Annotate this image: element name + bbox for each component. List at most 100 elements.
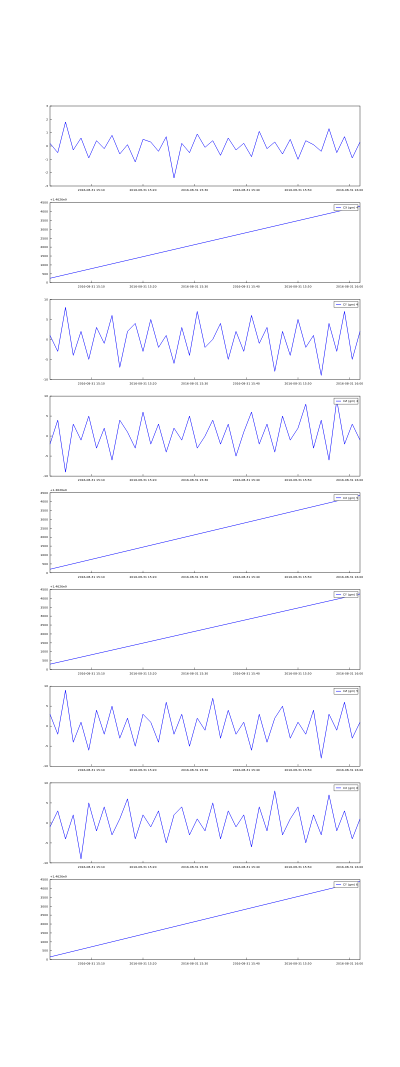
y-tick-label: 1000 xyxy=(40,263,48,267)
x-tick-label: 2016-08-31 15:50 xyxy=(284,672,311,676)
y-tick-label: -10 xyxy=(43,474,48,478)
y-tick-label: 4500 xyxy=(40,878,48,882)
data-line xyxy=(49,307,361,376)
axes-frame xyxy=(49,202,361,283)
x-tick-label: 2016-08-31 15:40 xyxy=(233,865,260,869)
legend-label: CX (gm) 6 xyxy=(343,786,358,790)
x-tick-label: 2016-08-31 15:40 xyxy=(233,285,260,289)
y-tick-label: 0 xyxy=(46,434,48,438)
y-tick-label: -3 xyxy=(45,184,48,188)
y-tick-label: 4500 xyxy=(40,588,48,592)
y-tick-label: 2500 xyxy=(40,623,48,627)
y-tick-label: 0 xyxy=(46,571,48,575)
y-tick-label: 2000 xyxy=(40,922,48,926)
y-tick-label: 0 xyxy=(46,724,48,728)
x-tick-label: 2016-08-31 15:40 xyxy=(233,478,260,482)
x-tick-label: 2016-08-31 16:00 xyxy=(336,285,363,289)
axes-frame xyxy=(49,589,361,670)
y-tick-label: 0 xyxy=(46,144,48,148)
y-tick-label: 500 xyxy=(42,272,48,276)
y-tick-label: 0 xyxy=(46,668,48,672)
axes-frame xyxy=(49,879,361,960)
y-tick-label: 1500 xyxy=(40,641,48,645)
legend-box xyxy=(333,301,359,308)
x-tick-label: 2016-08-31 15:40 xyxy=(233,381,260,385)
y-tick-label: 1000 xyxy=(40,940,48,944)
legend-box xyxy=(333,784,359,792)
y-tick-label: -1 xyxy=(45,157,48,161)
y-tick-label: 10 xyxy=(44,297,48,301)
data-line xyxy=(49,121,361,179)
y-tick-label: 3500 xyxy=(40,218,48,222)
x-tick-label: 2016-08-31 15:30 xyxy=(181,188,208,192)
y-tick-label: 2000 xyxy=(40,535,48,539)
x-tick-label: 2016-08-31 15:40 xyxy=(233,962,260,966)
y-tick-label: 5 xyxy=(46,801,48,805)
y-tick-label: 500 xyxy=(42,659,48,663)
data-line xyxy=(49,593,361,665)
y-tick-label: -2 xyxy=(45,171,48,175)
legend-label: CY (gm) 5 xyxy=(343,593,358,597)
y-tick-label: 2000 xyxy=(40,245,48,249)
y-tick-label: -5 xyxy=(45,357,48,361)
offset-text: +1.4626e9 xyxy=(50,875,67,879)
y-tick-label: 10 xyxy=(44,684,48,688)
x-tick-label: 2016-08-31 15:50 xyxy=(284,768,311,772)
y-tick-label: 4000 xyxy=(40,886,48,890)
y-tick-label: 2 xyxy=(46,117,48,121)
x-tick-label: 2016-08-31 16:00 xyxy=(336,962,363,966)
y-tick-label: 1500 xyxy=(40,254,48,258)
y-tick-label: 0 xyxy=(46,958,48,962)
x-tick-label: 2016-08-31 15:30 xyxy=(181,478,208,482)
x-tick-label: 2016-08-31 15:50 xyxy=(284,285,311,289)
data-line xyxy=(49,690,361,759)
x-tick-label: 2016-08-31 15:30 xyxy=(181,962,208,966)
x-tick-label: 2016-08-31 15:20 xyxy=(129,478,156,482)
x-tick-label: 2016-08-31 15:20 xyxy=(129,962,156,966)
y-tick-label: 0 xyxy=(46,281,48,285)
legend-label: CX (gm) 4 xyxy=(343,206,358,210)
x-tick-label: 2016-08-31 15:20 xyxy=(129,575,156,579)
y-tick-label: -5 xyxy=(45,454,48,458)
legend-box xyxy=(333,591,359,598)
x-tick-label: 2016-08-31 15:40 xyxy=(233,575,260,579)
x-tick-label: 2016-08-31 15:10 xyxy=(78,478,105,482)
x-tick-label: 2016-08-31 15:30 xyxy=(181,865,208,869)
y-tick-label: 5 xyxy=(46,704,48,708)
legend-label: CY (gm) 4 xyxy=(343,302,358,306)
y-tick-label: 10 xyxy=(44,394,48,398)
x-tick-label: 2016-08-31 15:20 xyxy=(129,285,156,289)
data-line xyxy=(49,881,361,958)
data-line xyxy=(49,206,361,279)
y-tick-label: 4000 xyxy=(40,210,48,214)
x-tick-label: 2016-08-31 15:50 xyxy=(284,575,311,579)
y-tick-label: 3500 xyxy=(40,509,48,513)
x-tick-label: 2016-08-31 15:30 xyxy=(181,285,208,289)
y-tick-label: 3000 xyxy=(40,517,48,521)
y-tick-label: -5 xyxy=(45,744,48,748)
x-tick-label: 2016-08-31 15:20 xyxy=(129,865,156,869)
axes-frame xyxy=(49,782,361,864)
y-tick-label: 2000 xyxy=(40,632,48,636)
legend-label: CZ (gm) 4 xyxy=(343,399,358,403)
axes-frame xyxy=(49,492,361,573)
data-line xyxy=(49,400,361,473)
offset-text: +1.4626e9 xyxy=(50,585,67,589)
x-tick-label: 2016-08-31 15:30 xyxy=(181,381,208,385)
y-tick-label: 1500 xyxy=(40,931,48,935)
x-tick-label: 2016-08-31 16:00 xyxy=(336,672,363,676)
x-tick-label: 2016-08-31 15:40 xyxy=(233,768,260,772)
legend-label: CX (gm) 5 xyxy=(343,496,358,500)
axes-frame xyxy=(49,686,361,767)
y-tick-label: 1000 xyxy=(40,650,48,654)
x-tick-label: 2016-08-31 15:30 xyxy=(181,672,208,676)
x-tick-label: 2016-08-31 15:10 xyxy=(78,575,105,579)
x-tick-label: 2016-08-31 15:50 xyxy=(284,478,311,482)
axes-frame xyxy=(49,105,361,187)
legend-label: CY (gm) 6 xyxy=(343,883,358,887)
legend-box xyxy=(333,688,359,695)
x-tick-label: 2016-08-31 16:00 xyxy=(336,188,363,192)
y-tick-label: 2500 xyxy=(40,913,48,917)
